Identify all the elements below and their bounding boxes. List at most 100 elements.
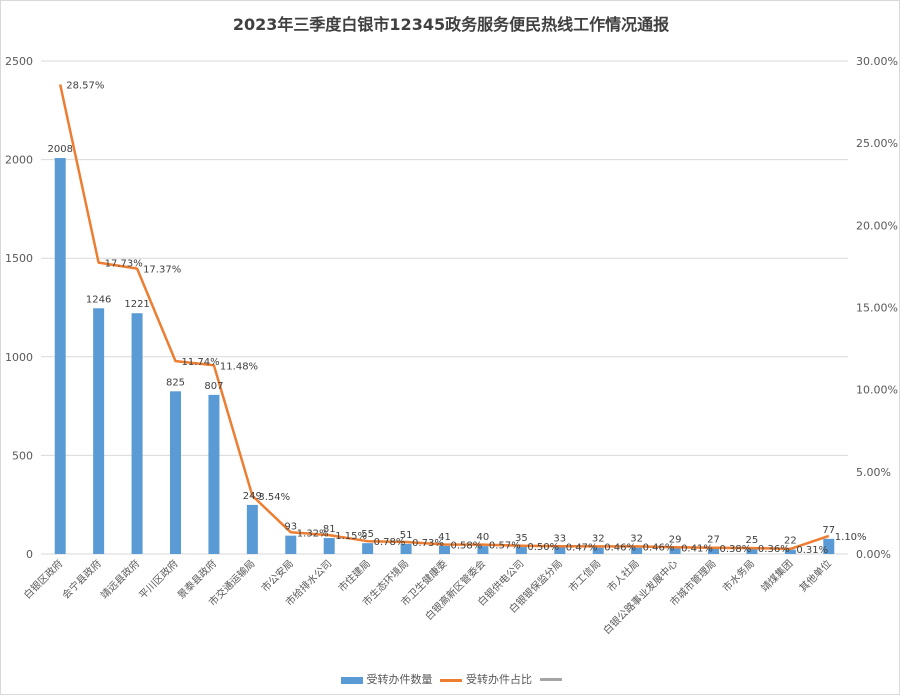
line-data-label: 0.31% [796,545,828,556]
series-line [58,84,830,551]
x-tick-label: 市住建局 [335,557,372,594]
bar [631,547,643,554]
x-tick-label: 会宁县政府 [59,557,104,602]
bar-data-label: 249 [243,491,262,502]
bar [784,549,796,554]
line-data-label: 0.50% [527,542,559,553]
bar-data-label: 33 [553,533,566,544]
bar [285,535,297,554]
y-right-tick-label: 25.00% [856,137,898,150]
bar-data-label: 77 [822,525,835,536]
legend-item-bar: 受转办件数量 [340,671,433,687]
line-data-label: 11.48% [220,361,258,372]
bar [362,543,374,554]
y-right-tick-label: 30.00% [856,55,898,68]
bar-data-label: 22 [784,536,797,547]
bar [669,548,681,554]
y-left-tick-label: 500 [12,449,33,462]
x-tick-label: 市人社局 [604,557,641,594]
x-tick-label: 靖远县政府 [98,557,143,602]
bar [400,543,412,554]
legend: 受转办件数量 受转办件占比 [1,671,900,687]
x-tick-label: 市水务局 [720,557,757,594]
y-right-tick-label: 20.00% [856,219,898,232]
bar [170,391,181,554]
chart-title: 2023年三季度白银市12345政务服务便民热线工作情况通报 [232,15,670,34]
bar-data-label: 32 [592,534,605,545]
y-left-tick-label: 2000 [5,154,33,167]
bar-data-label: 35 [515,533,528,544]
y-left-tick-label: 1000 [5,351,33,364]
bar [131,313,143,554]
bar-data-label: 25 [746,535,759,546]
bar [323,538,335,554]
y-right-tick-label: 0.00% [856,548,891,561]
bar-data-label: 1246 [86,294,111,305]
legend-label-line: 受转办件占比 [466,673,532,686]
bar-data-label: 41 [438,532,451,543]
bar-data-label: 807 [204,381,223,392]
bar-data-label: 32 [630,534,643,545]
line-data-label: 0.58% [451,540,483,551]
bar-data-label: 93 [284,522,297,533]
y-right-tick-label: 15.00% [856,302,898,315]
x-tick-label: 平川区政府 [136,557,181,602]
bar [93,308,105,554]
bar-data-label: 81 [323,524,336,535]
line-data-label: 0.47% [566,542,598,553]
bar [439,545,450,554]
bar [708,548,719,554]
y-left-tick-label: 2500 [5,55,33,68]
line-data-label: 0.38% [720,544,752,555]
y-left-tick-label: 0 [26,548,33,561]
line-data-label: 0.36% [758,544,790,555]
legend-item-extra [539,673,562,686]
line-data-label: 0.46% [604,542,636,553]
bar [592,547,604,554]
bar-data-label: 2008 [47,144,72,155]
x-tick-label: 靖煤集团 [758,557,795,594]
bar-data-label: 40 [477,532,490,543]
bar-data-label: 29 [669,534,682,545]
x-tick-label: 其他单位 [796,557,833,594]
legend-swatch-bar [340,676,363,684]
legend-label-bar: 受转办件数量 [366,673,433,686]
y-right-tick-label: 10.00% [856,384,898,397]
y-left-tick-label: 1500 [5,252,33,265]
line-data-label: 11.74% [182,357,220,368]
line-data-label: 0.41% [681,543,713,554]
line-data-label: 28.57% [66,80,104,91]
legend-item-line: 受转办件占比 [440,671,532,687]
y-right-tick-label: 5.00% [856,466,891,479]
legend-swatch-line [440,678,462,682]
bar [246,504,258,554]
line-data-label: 3.54% [258,492,290,503]
line-data-label: 17.37% [143,265,181,276]
bar [54,158,66,554]
x-tick-label: 市公安局 [258,557,295,594]
legend-swatch-extra [539,678,562,681]
bar-data-label: 1221 [124,299,149,310]
line-data-label: 1.15% [335,531,367,542]
line-data-label: 1.32% [297,528,329,539]
bar-data-label: 51 [400,530,413,541]
bar-data-label: 27 [707,535,720,546]
bar [823,538,835,554]
line-data-label: 0.78% [374,537,406,548]
x-tick-label: 白银区政府 [21,557,66,602]
line-data-label: 1.10% [835,532,867,543]
bar-data-label: 55 [361,529,374,540]
bar [746,549,758,554]
bar-data-label: 825 [166,377,185,388]
bar [477,546,489,554]
x-tick-label: 白银公路事业发展中心 [600,557,680,637]
line-data-label: 0.57% [489,541,521,552]
line-data-label: 17.73% [105,259,143,270]
line-data-label: 0.73% [412,538,444,549]
x-tick-label: 市工信局 [566,557,603,594]
bar [208,394,220,554]
bar [515,547,527,554]
bar [554,547,566,554]
